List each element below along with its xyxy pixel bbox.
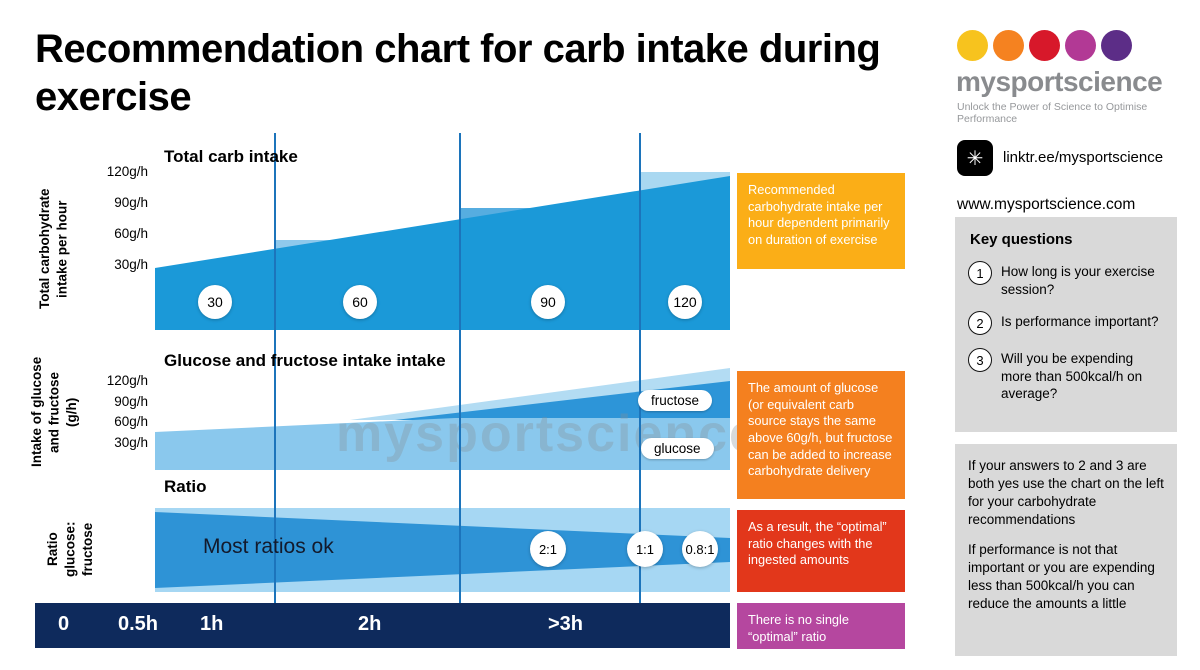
callout-carb-intake: Recommended carbohydrate intake per hour…	[737, 173, 905, 269]
brand-name: mysportscience	[956, 66, 1163, 97]
panel-title-total-carb: Total carb intake	[164, 147, 298, 166]
website-link[interactable]: www.mysportscience.com	[957, 196, 1136, 213]
data-point-circle: 90	[531, 285, 565, 319]
brand-dot-yellow	[957, 30, 988, 61]
key-questions-panel: Key questions 1 How long is your exercis…	[955, 217, 1177, 432]
key-questions-title: Key questions	[970, 231, 1073, 248]
question-item: 1 How long is your exercise session?	[968, 261, 1164, 298]
callout-no-optimal-ratio: There is no single “optimal” ratio	[737, 603, 905, 649]
question-number-badge: 3	[968, 348, 992, 373]
linktree-link[interactable]: linktr.ee/mysportscience	[1003, 149, 1164, 166]
y-tick-label: 30g/h	[114, 257, 148, 272]
brand-dot-magenta	[1065, 30, 1096, 61]
series-label-fructose: fructose	[638, 390, 713, 411]
data-point-circle: 30	[198, 285, 232, 319]
time-axis: 0 0.5h 1h 2h >3h	[35, 603, 730, 648]
callout-glucose-fructose: The amount of glucose (or equivalent car…	[737, 371, 905, 499]
glucose-fructose-chart	[155, 368, 730, 470]
axis-tick-label: >3h	[548, 613, 584, 635]
gridline	[459, 133, 461, 603]
brand-dot-red	[1029, 30, 1060, 61]
y-axis-label-ratio: Ratio glucose: fructose	[45, 521, 96, 577]
y-tick-label: 120g/h	[106, 164, 148, 179]
ratio-circle: 2:1	[530, 531, 566, 567]
question-item: 2 Is performance important?	[968, 311, 1164, 336]
brand-logo-dots	[957, 30, 1132, 61]
ratio-most-ok-label: Most ratios ok	[203, 535, 334, 558]
y-tick-label: 120g/h	[106, 373, 148, 388]
question-item: 3 Will you be expending more than 500kca…	[968, 348, 1164, 403]
callout-ratio: As a result, the “optimal” ratio changes…	[737, 510, 905, 592]
y-tick-label: 60g/h	[114, 414, 148, 429]
y-tick-label: 30g/h	[114, 435, 148, 450]
note-paragraph: If performance is not that important or …	[968, 541, 1155, 611]
gridline	[274, 133, 276, 603]
brand-tagline: Unlock the Power of Science to Optimise …	[957, 101, 1148, 125]
axis-tick-label: 0.5h	[118, 613, 159, 635]
question-number-badge: 1	[968, 261, 992, 285]
brand-dot-purple	[1101, 30, 1132, 61]
glucose-area	[155, 418, 730, 470]
total-carb-chart	[155, 172, 730, 330]
ratio-circle: 0.8:1	[682, 531, 718, 567]
y-tick-label: 60g/h	[114, 226, 148, 241]
axis-tick-label: 1h	[200, 613, 224, 635]
y-axis-label-glucose-fructose: Intake of glucose and fructose (g/h)	[29, 356, 80, 468]
page-title: Recommendation chart for carb intake dur…	[35, 27, 881, 119]
gridline	[639, 133, 641, 603]
question-number-badge: 2	[968, 311, 992, 336]
y-axis-label-total-carb: Total carbohydrate intake per hour	[37, 188, 70, 310]
question-text: Will you be expending more than 500kcal/…	[1001, 351, 1143, 402]
data-point-circle: 120	[668, 285, 702, 319]
axis-tick-label: 2h	[358, 613, 382, 635]
ratio-wedge-area	[155, 512, 730, 588]
data-point-circle: 60	[343, 285, 377, 319]
brand-dot-orange	[993, 30, 1024, 61]
carb-wedge-area	[155, 176, 730, 330]
axis-tick-label: 0	[58, 613, 70, 635]
question-text: How long is your exercise session?	[1001, 264, 1155, 297]
panel-title-glucose-fructose: Glucose and fructose intake intake	[164, 351, 446, 370]
ratio-wedge-chart	[155, 512, 730, 588]
panel-title-ratio: Ratio	[164, 477, 207, 496]
note-paragraph: If your answers to 2 and 3 are both yes …	[968, 458, 1164, 527]
y-tick-label: 90g/h	[114, 394, 148, 409]
question-text: Is performance important?	[1001, 314, 1159, 330]
linktree-asterisk-icon[interactable]: ✳	[957, 140, 993, 176]
notes-panel: If your answers to 2 and 3 are both yes …	[955, 444, 1177, 656]
ratio-circle: 1:1	[627, 531, 663, 567]
y-tick-label: 90g/h	[114, 195, 148, 210]
series-label-glucose: glucose	[641, 438, 714, 459]
